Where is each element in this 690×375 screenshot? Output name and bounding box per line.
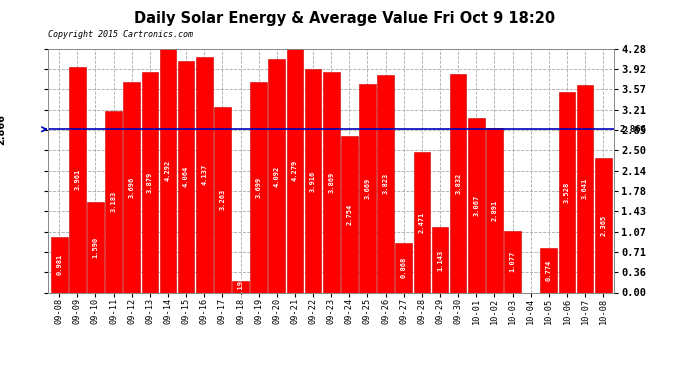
Text: 3.669: 3.669 [364, 177, 371, 199]
Bar [305, 69, 322, 292]
Text: 0.981: 0.981 [56, 254, 62, 275]
Text: 1.143: 1.143 [437, 249, 443, 271]
Text: 3.528: 3.528 [564, 182, 570, 203]
Text: 2.754: 2.754 [346, 204, 353, 225]
Bar [450, 74, 466, 292]
Text: 2.866: 2.866 [620, 125, 647, 134]
Text: 1.590: 1.590 [92, 237, 99, 258]
Text: 3.641: 3.641 [582, 178, 588, 200]
Text: 4.279: 4.279 [292, 160, 298, 181]
Bar [196, 57, 213, 292]
Bar [595, 158, 611, 292]
Text: 3.263: 3.263 [219, 189, 226, 210]
Text: 4.064: 4.064 [183, 166, 189, 188]
Bar [395, 243, 412, 292]
Text: 3.832: 3.832 [455, 173, 461, 194]
Text: 4.092: 4.092 [274, 165, 280, 187]
Text: Daily Solar Energy & Average Value Fri Oct 9 18:20: Daily Solar Energy & Average Value Fri O… [135, 11, 555, 26]
Text: 2.471: 2.471 [419, 211, 425, 233]
Bar [268, 60, 285, 292]
Bar [413, 152, 431, 292]
Text: 3.869: 3.869 [328, 172, 334, 193]
Bar [69, 67, 86, 292]
Bar [141, 72, 158, 292]
Bar [323, 72, 339, 292]
Bar [577, 85, 593, 292]
Text: 0.198: 0.198 [237, 276, 244, 297]
Bar [286, 49, 304, 292]
Bar [359, 84, 376, 292]
Text: 3.823: 3.823 [382, 173, 388, 194]
Text: 0.774: 0.774 [546, 260, 552, 281]
Text: 0.868: 0.868 [401, 257, 406, 278]
Bar [178, 61, 195, 292]
Text: 3.699: 3.699 [256, 177, 262, 198]
Bar [250, 82, 267, 292]
Text: 3.916: 3.916 [310, 170, 316, 192]
Bar [51, 237, 68, 292]
Bar [87, 202, 104, 292]
Bar [106, 111, 122, 292]
Text: 3.696: 3.696 [129, 177, 135, 198]
Text: 2.891: 2.891 [491, 200, 497, 221]
Bar [559, 92, 575, 292]
Text: 3.067: 3.067 [473, 195, 480, 216]
Bar [159, 48, 177, 292]
Text: 2.365: 2.365 [600, 214, 607, 236]
Text: 3.961: 3.961 [75, 169, 80, 190]
Bar [540, 248, 557, 292]
Text: 2.866: 2.866 [0, 114, 6, 145]
Bar [124, 82, 140, 292]
Text: 4.137: 4.137 [201, 164, 207, 185]
Bar [232, 281, 249, 292]
Bar [504, 231, 521, 292]
Text: 1.077: 1.077 [509, 251, 515, 273]
Bar [341, 136, 357, 292]
Bar [486, 128, 503, 292]
Text: 3.879: 3.879 [147, 171, 153, 193]
Bar [377, 75, 394, 292]
Text: Copyright 2015 Cartronics.com: Copyright 2015 Cartronics.com [48, 30, 193, 39]
Text: 3.183: 3.183 [110, 191, 117, 213]
Text: 4.292: 4.292 [165, 160, 171, 181]
Bar [432, 227, 448, 292]
Bar [214, 106, 230, 292]
Bar [468, 118, 484, 292]
